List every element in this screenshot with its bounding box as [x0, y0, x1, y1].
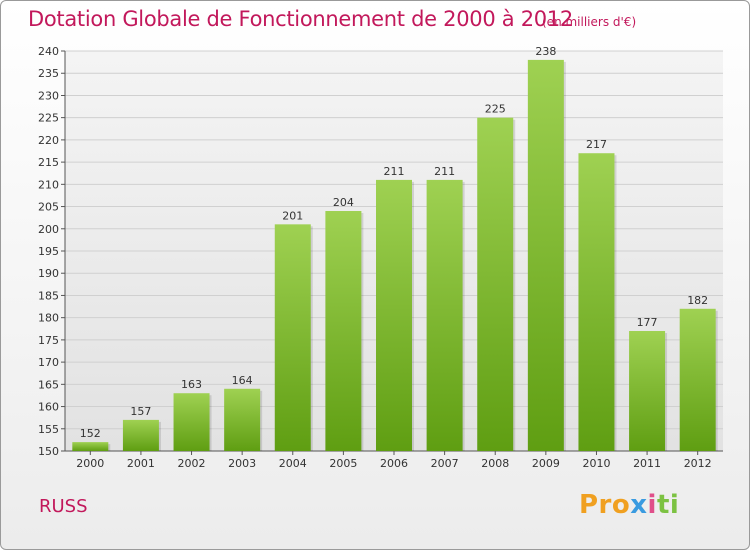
proxiti-logo[interactable]: Proxiti [579, 490, 679, 520]
data-label: 211 [384, 165, 405, 178]
bar-2004 [274, 224, 311, 451]
bar-2003 [224, 388, 261, 451]
bar-2011 [629, 331, 666, 451]
data-label: 157 [130, 405, 151, 418]
logo-part-4: ti [656, 490, 680, 520]
data-label: 204 [333, 196, 354, 209]
bar-2007 [426, 179, 463, 451]
y-tick-label: 190 [38, 267, 59, 280]
bar-2010 [578, 153, 615, 451]
x-tick-label: 2000 [76, 457, 104, 470]
y-tick-label: 185 [38, 289, 59, 302]
bar-2008 [477, 117, 514, 452]
bar-2000 [72, 442, 109, 451]
bar-2002 [173, 393, 210, 451]
x-tick-label: 2010 [582, 457, 610, 470]
x-tick-label: 2001 [127, 457, 155, 470]
bar-2001 [122, 419, 159, 451]
x-tick-label: 2003 [228, 457, 256, 470]
data-label: 163 [181, 378, 202, 391]
x-tick-label: 2004 [279, 457, 307, 470]
logo-part-1: Pro [579, 490, 631, 520]
y-tick-label: 165 [38, 378, 59, 391]
y-tick-label: 160 [38, 401, 59, 414]
bar-2012 [679, 308, 716, 451]
x-tick-label: 2012 [684, 457, 712, 470]
data-label: 201 [282, 209, 303, 222]
x-tick-label: 2005 [329, 457, 357, 470]
data-label: 182 [687, 294, 708, 307]
y-tick-label: 150 [38, 445, 59, 458]
y-tick-label: 155 [38, 423, 59, 436]
y-tick-label: 180 [38, 312, 59, 325]
y-tick-label: 220 [38, 134, 59, 147]
y-tick-label: 200 [38, 223, 59, 236]
logo-part-2: x [630, 490, 648, 520]
data-label: 217 [586, 138, 607, 151]
bar-2005 [325, 211, 362, 451]
chart-subtitle: (en milliers d'€) [542, 15, 637, 29]
y-tick-label: 230 [38, 89, 59, 102]
data-label: 164 [232, 374, 253, 387]
y-tick-label: 215 [38, 156, 59, 169]
x-tick-label: 2006 [380, 457, 408, 470]
x-tick-label: 2007 [431, 457, 459, 470]
data-label: 225 [485, 103, 506, 116]
data-label: 211 [434, 165, 455, 178]
y-tick-label: 170 [38, 356, 59, 369]
commune-name: RUSS [39, 496, 88, 517]
y-tick-label: 205 [38, 201, 59, 214]
data-label: 177 [637, 316, 658, 329]
y-tick-label: 210 [38, 178, 59, 191]
y-tick-label: 240 [38, 45, 59, 58]
y-tick-label: 235 [38, 67, 59, 80]
logo-part-3: i [647, 490, 657, 520]
x-tick-label: 2009 [532, 457, 560, 470]
bar-2009 [527, 59, 564, 452]
data-label: 152 [80, 427, 101, 440]
x-tick-label: 2008 [481, 457, 509, 470]
x-tick-label: 2011 [633, 457, 661, 470]
data-label: 238 [535, 45, 556, 58]
y-tick-label: 175 [38, 334, 59, 347]
y-tick-label: 195 [38, 245, 59, 258]
x-tick-label: 2002 [178, 457, 206, 470]
bar-2006 [376, 179, 412, 451]
y-tick-label: 225 [38, 112, 59, 125]
chart-title: Dotation Globale de Fonctionnement de 20… [28, 7, 573, 31]
